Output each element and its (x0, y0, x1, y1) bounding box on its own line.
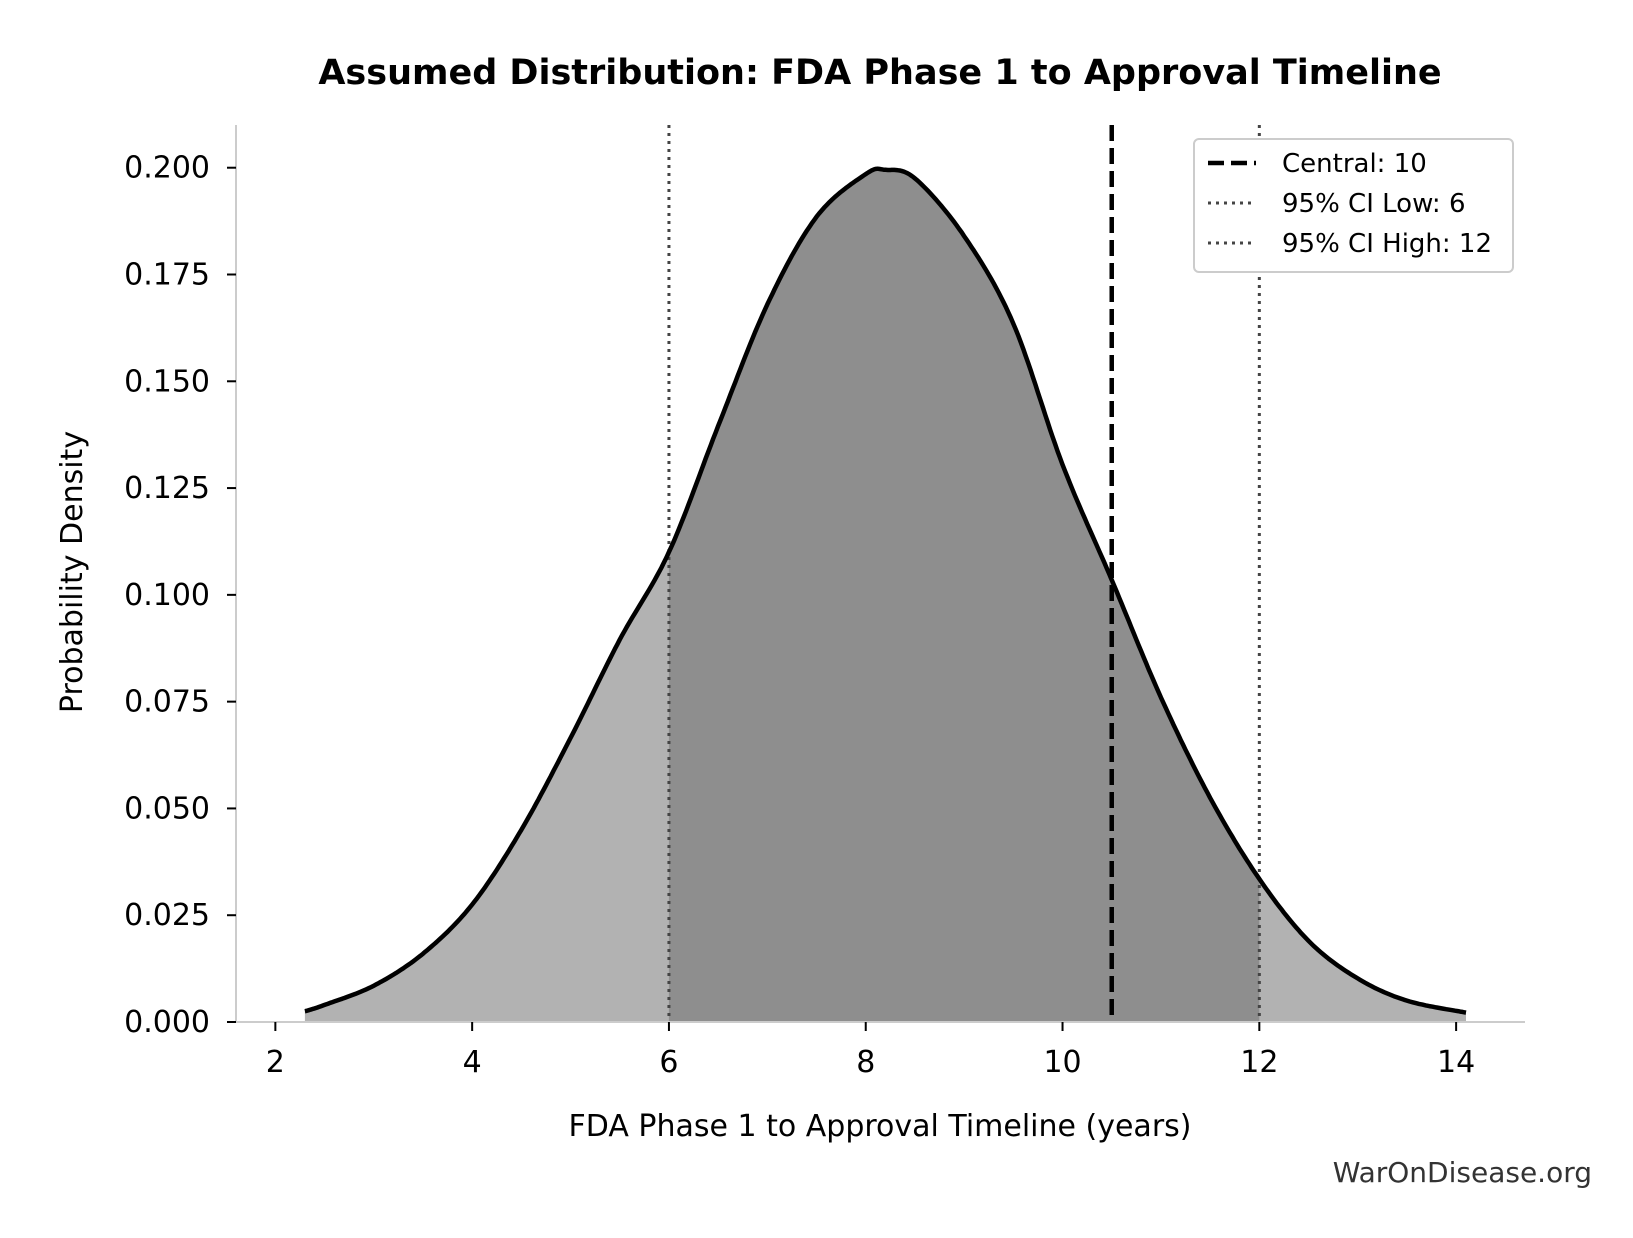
legend-label-1: Central: 10 (1282, 149, 1427, 179)
x-tick-label: 2 (266, 1045, 285, 1080)
legend-frame (1193, 138, 1514, 273)
x-axis-label: FDA Phase 1 to Approval Timeline (years) (569, 1109, 1192, 1144)
legend-label-2: 95% CI Low: 6 (1282, 189, 1466, 219)
legend: Central: 10 95% CI Low: 6 95% CI High: 12 (1193, 138, 1514, 273)
y-tick-label: 0.025 (124, 898, 210, 933)
y-tick-label: 0.075 (124, 685, 210, 720)
x-tick-label: 12 (1240, 1045, 1278, 1080)
y-tick-label: 0.125 (124, 471, 210, 506)
x-tick-label: 4 (463, 1045, 482, 1080)
y-axis-label: Probability Density (55, 431, 90, 713)
y-tick-label: 0.000 (124, 1005, 210, 1040)
y-tick-label: 0.150 (124, 364, 210, 399)
density-fill-ci (668, 168, 1260, 1023)
ticks-layer: 2 4 6 8 10 12 14 0.000 0.025 0.050 0.075 0.100 0.125… (124, 151, 1475, 1080)
y-tick-label: 0.175 (124, 258, 210, 293)
y-tick-label: 0.200 (124, 151, 210, 186)
x-tick-label: 10 (1043, 1045, 1081, 1080)
chart-title: Assumed Distribution: FDA Phase 1 to App… (318, 53, 1441, 93)
legend-label-3: 95% CI High: 12 (1282, 229, 1492, 259)
x-tick-label: 14 (1437, 1045, 1475, 1080)
density-curve (303, 166, 1467, 1015)
y-tick-label: 0.100 (124, 578, 210, 613)
reference-lines-layer (667, 125, 1261, 1022)
watermark: WarOnDisease.org (1333, 1156, 1592, 1189)
density-fill-layer (304, 168, 1466, 1023)
y-tick-label: 0.050 (124, 791, 210, 826)
x-tick-label: 6 (659, 1045, 678, 1080)
x-tick-label: 8 (856, 1045, 875, 1080)
density-curve-layer (303, 166, 1467, 1015)
